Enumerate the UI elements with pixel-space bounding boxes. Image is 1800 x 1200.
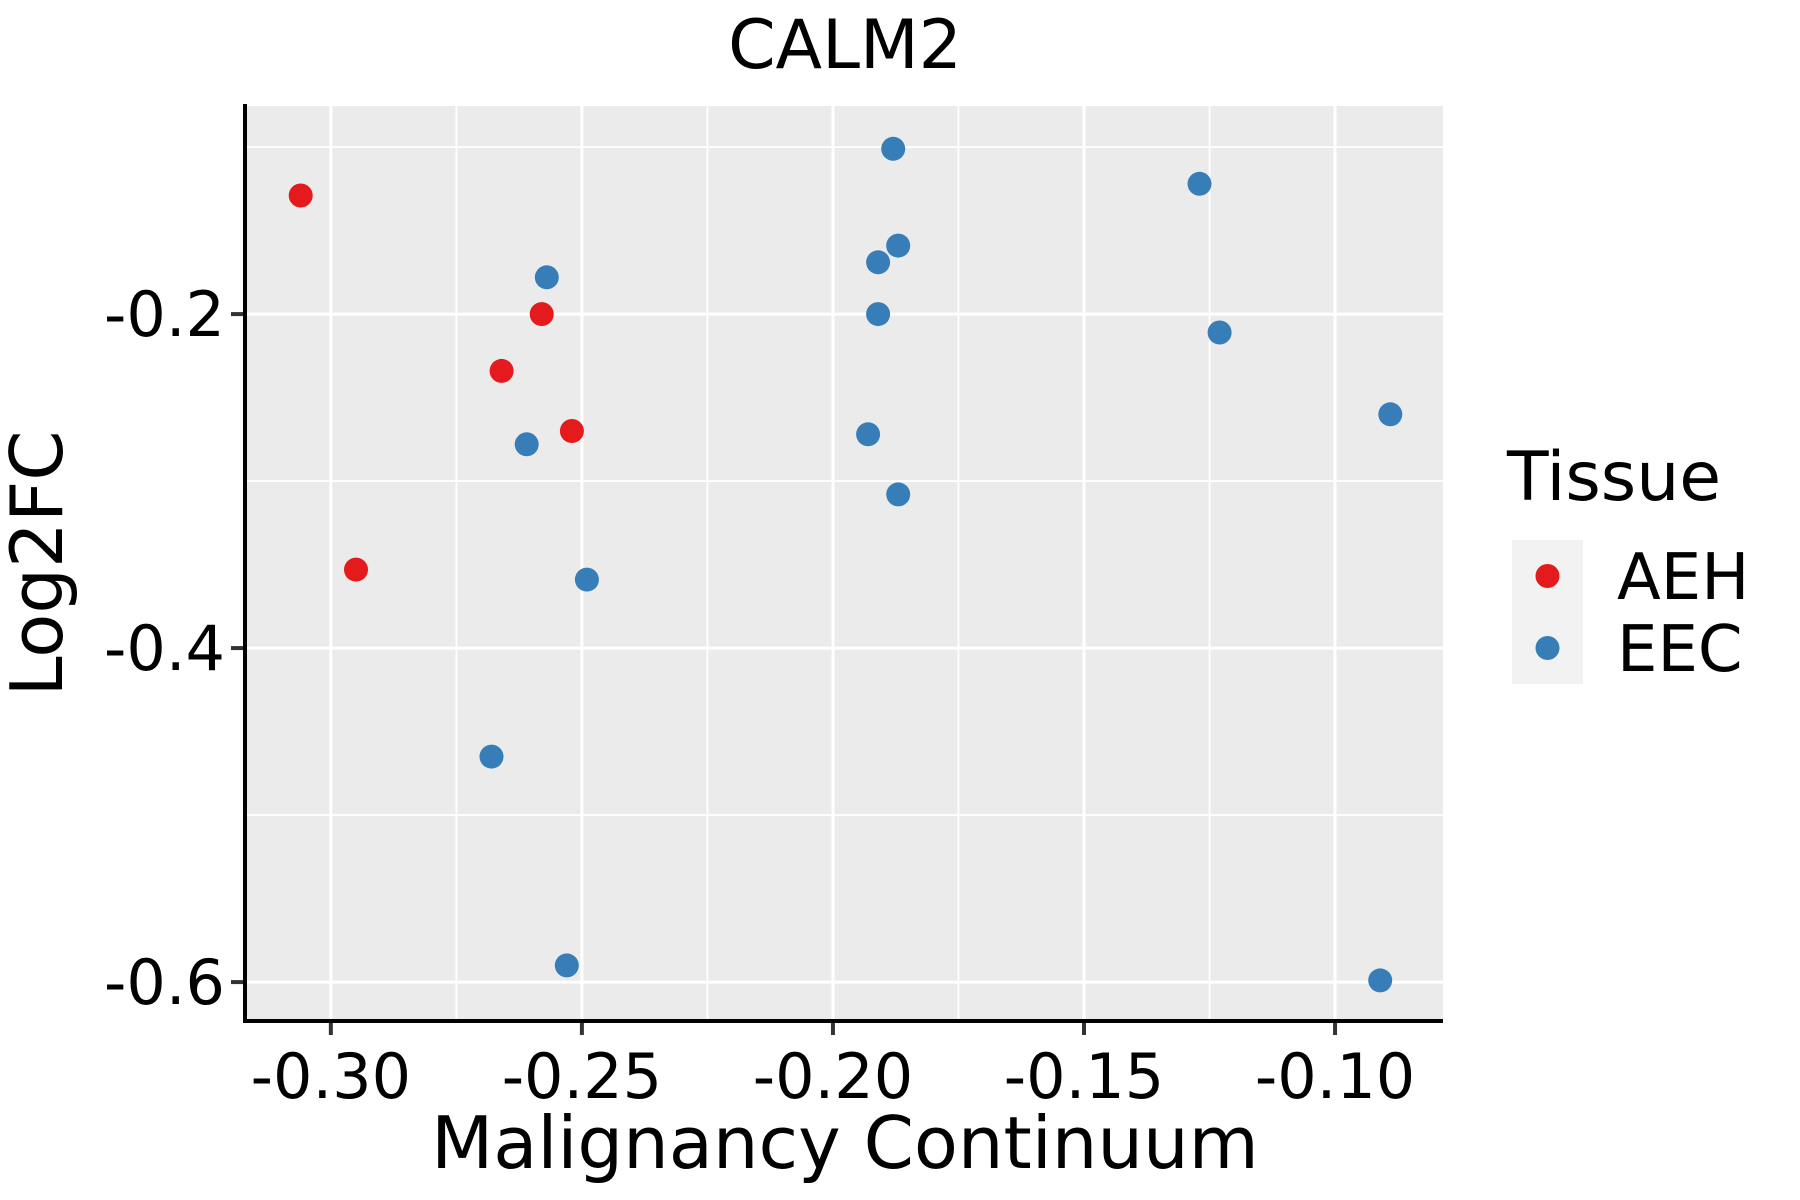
x-tick-label: -0.25 (502, 1040, 662, 1113)
x-tick-label: -0.30 (251, 1040, 411, 1113)
data-point-aeh (559, 419, 584, 443)
x-axis: -0.30 -0.25 -0.20 -0.15 -0.10 (251, 1023, 1415, 1113)
legend-swatch-eec (1535, 636, 1560, 660)
data-point-eec (554, 953, 579, 978)
data-point-eec (866, 302, 891, 327)
data-point-eec (574, 567, 599, 592)
y-axis-label: Log2FC (0, 430, 79, 696)
data-point-eec (479, 744, 504, 769)
y-tick-label: -0.6 (104, 946, 225, 1019)
plot-panel (247, 106, 1443, 1021)
legend-label-aeh: AEH (1617, 541, 1749, 615)
data-point-aeh (288, 183, 313, 208)
data-point-eec (1207, 320, 1232, 345)
gridlines (247, 106, 1443, 1021)
data-points (288, 136, 1403, 993)
data-point-eec (534, 265, 559, 290)
data-point-eec (1187, 171, 1212, 196)
series-eec (479, 136, 1403, 993)
data-point-eec (886, 482, 911, 507)
x-tick-label: -0.20 (753, 1040, 913, 1113)
legend-title: Tissue (1506, 438, 1721, 517)
legend-swatch-aeh (1535, 564, 1560, 588)
y-tick-label: -0.4 (104, 612, 225, 685)
x-tick-label: -0.10 (1255, 1040, 1415, 1113)
legend-label-eec: EEC (1617, 613, 1743, 687)
data-point-aeh (529, 302, 554, 327)
data-point-eec (886, 233, 911, 258)
series-aeh (288, 183, 584, 582)
data-point-aeh (344, 557, 368, 582)
data-point-eec (1368, 968, 1393, 993)
data-point-eec (1378, 402, 1403, 427)
data-point-aeh (489, 358, 514, 383)
y-tick-label: -0.2 (104, 278, 225, 351)
data-point-eec (514, 432, 539, 457)
data-point-eec (856, 422, 881, 447)
chart-title: CALM2 (728, 6, 962, 85)
x-tick-label: -0.15 (1004, 1040, 1164, 1113)
x-axis-label: Malignancy Continuum (431, 1101, 1259, 1185)
data-point-eec (881, 136, 906, 161)
y-axis: -0.2 -0.4 -0.6 (104, 278, 243, 1019)
data-point-eec (866, 250, 891, 275)
